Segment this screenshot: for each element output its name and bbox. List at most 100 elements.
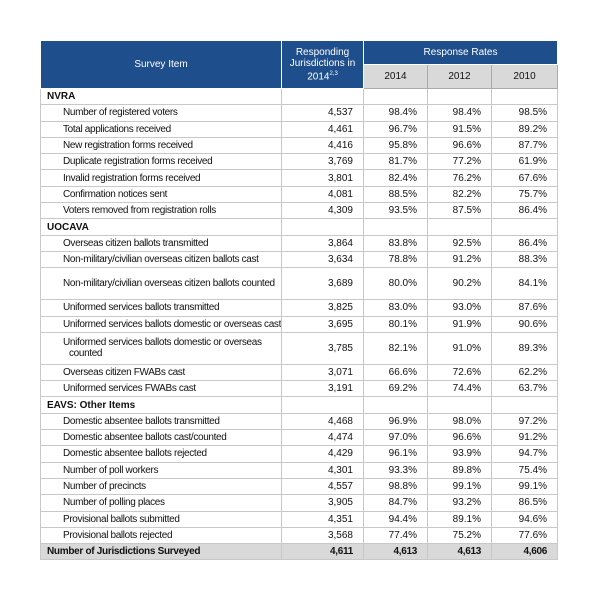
item-value: 94.7% xyxy=(490,445,559,463)
item-value: 96.6% xyxy=(427,429,492,447)
item-label: Domestic absentee ballots rejected xyxy=(40,445,282,463)
empty-cell xyxy=(427,396,492,414)
item-value: 4,557 xyxy=(281,477,364,496)
header-response-rates: Response Rates xyxy=(362,40,559,65)
item-value: 84.1% xyxy=(490,267,559,301)
empty-cell xyxy=(363,87,428,106)
item-value: 62.2% xyxy=(490,363,559,382)
item-value: 3,905 xyxy=(281,494,364,512)
item-label: Number of polling places xyxy=(40,494,282,512)
item-value: 4,081 xyxy=(281,185,364,204)
data-row: New registration forms received 4,416 95.8… xyxy=(40,136,559,155)
footer-row: Number of Jurisdictions Surveyed 4,611 4,6… xyxy=(40,543,559,561)
item-value: 91.0% xyxy=(427,331,492,365)
item-value: 93.3% xyxy=(363,461,428,479)
data-row: Uniformed services FWABs cast 3,191 69.2% 7… xyxy=(40,380,559,398)
section-title: NVRA xyxy=(40,87,282,106)
item-value: 3,695 xyxy=(281,315,364,333)
item-value: 99.1% xyxy=(427,477,492,496)
item-value: 3,634 xyxy=(281,250,364,269)
item-label: Number of registered voters xyxy=(40,104,282,122)
data-row: Domestic absentee ballots rejected 4,429 9… xyxy=(40,445,559,463)
empty-cell xyxy=(281,87,364,106)
item-value: 75.2% xyxy=(427,526,492,545)
section-row: NVRA xyxy=(40,87,559,106)
item-value: 4,429 xyxy=(281,445,364,463)
item-value: 89.8% xyxy=(427,461,492,479)
item-value: 97.2% xyxy=(490,412,559,431)
item-label: New registration forms received xyxy=(40,136,282,155)
item-value: 3,801 xyxy=(281,169,364,187)
item-value: 98.4% xyxy=(363,104,428,122)
item-value: 93.9% xyxy=(427,445,492,463)
item-value: 89.1% xyxy=(427,510,492,528)
item-value: 96.1% xyxy=(363,445,428,463)
item-value: 3,568 xyxy=(281,526,364,545)
item-value: 4,537 xyxy=(281,104,364,122)
item-value: 86.4% xyxy=(490,202,559,220)
item-value: 75.7% xyxy=(490,185,559,204)
footer-label: Number of Jurisdictions Surveyed xyxy=(40,543,282,561)
item-value: 74.4% xyxy=(427,380,492,398)
item-label: Provisional ballots submitted xyxy=(40,510,282,528)
item-label: Total applications received xyxy=(40,120,282,138)
data-row: Non-military/civilian overseas citizen b… xyxy=(40,250,559,269)
empty-cell xyxy=(490,87,559,106)
item-value: 3,191 xyxy=(281,380,364,398)
item-value: 97.0% xyxy=(363,429,428,447)
item-value: 93.0% xyxy=(427,299,492,317)
item-value: 75.4% xyxy=(490,461,559,479)
section-row: EAVS: Other Items xyxy=(40,396,559,414)
item-value: 88.5% xyxy=(363,185,428,204)
item-value: 4,474 xyxy=(281,429,364,447)
item-value: 91.2% xyxy=(427,250,492,269)
item-value: 63.7% xyxy=(490,380,559,398)
item-value: 99.1% xyxy=(490,477,559,496)
item-label: Domestic absentee ballots cast/counted xyxy=(40,429,282,447)
item-value: 93.5% xyxy=(363,202,428,220)
item-value: 80.0% xyxy=(363,267,428,301)
empty-cell xyxy=(490,396,559,414)
item-value: 4,468 xyxy=(281,412,364,431)
item-value: 86.5% xyxy=(490,494,559,512)
data-row: Invalid registration forms received 3,801… xyxy=(40,169,559,187)
item-label: Provisional ballots rejected xyxy=(40,526,282,545)
item-label: Uniformed services FWABs cast xyxy=(40,380,282,398)
item-label: Confirmation notices sent xyxy=(40,185,282,204)
data-row: Provisional ballots rejected 3,568 77.4% 75… xyxy=(40,526,559,545)
item-value: 84.7% xyxy=(363,494,428,512)
item-label: Non-military/civilian overseas citizen b… xyxy=(40,250,282,269)
item-value: 3,825 xyxy=(281,299,364,317)
item-value: 4,309 xyxy=(281,202,364,220)
data-row: Domestic absentee ballots transmitted 4,4… xyxy=(40,412,559,431)
item-value: 3,689 xyxy=(281,267,364,301)
item-value: 98.4% xyxy=(427,104,492,122)
item-value: 69.2% xyxy=(363,380,428,398)
year-header: 2012 xyxy=(427,64,492,89)
section-title: UOCAVA xyxy=(40,218,282,236)
item-value: 81.7% xyxy=(363,153,428,171)
header-responding-text: Responding Jurisdictions in 2014 xyxy=(289,46,356,83)
item-value: 87.6% xyxy=(490,299,559,317)
item-label: Duplicate registration forms received xyxy=(40,153,282,171)
item-value: 4,301 xyxy=(281,461,364,479)
item-label: Voters removed from registration rolls xyxy=(40,202,282,220)
data-row: Non-military/civilian overseas citizen b… xyxy=(40,267,559,301)
item-value: 61.9% xyxy=(490,153,559,171)
item-label: Number of precincts xyxy=(40,477,282,496)
empty-cell xyxy=(281,218,364,236)
header-note: 2,3 xyxy=(329,70,338,77)
item-value: 92.5% xyxy=(427,234,492,252)
item-value: 4,351 xyxy=(281,510,364,528)
item-value: 91.9% xyxy=(427,315,492,333)
item-value: 87.7% xyxy=(490,136,559,155)
empty-cell xyxy=(363,218,428,236)
item-label: Domestic absentee ballots transmitted xyxy=(40,412,282,431)
data-row: Number of registered voters 4,537 98.4% 98.… xyxy=(40,104,559,122)
item-label: Uniformed services ballots domestic or o… xyxy=(40,315,282,333)
item-value: 82.1% xyxy=(363,331,428,365)
item-value: 90.2% xyxy=(427,267,492,301)
footer-value: 4,606 xyxy=(490,543,559,561)
survey-table: Survey Item Responding Jurisdictions in … xyxy=(40,40,559,561)
data-row: Domestic absentee ballots cast/counted 4,… xyxy=(40,429,559,447)
